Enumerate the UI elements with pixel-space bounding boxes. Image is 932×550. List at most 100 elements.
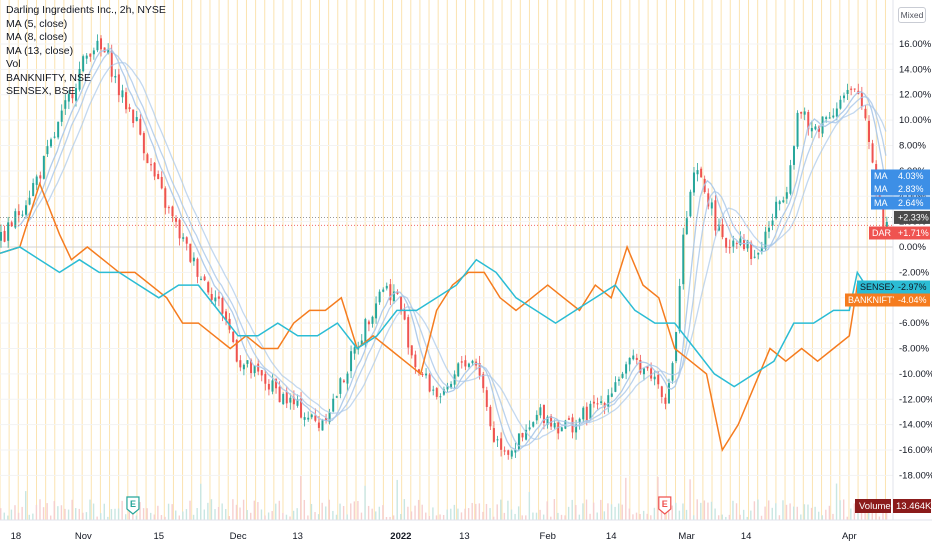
volume-bar xyxy=(217,507,220,520)
volume-bar xyxy=(814,506,816,520)
volume-bar xyxy=(853,503,856,520)
volume-bar xyxy=(414,505,416,520)
y-tick-label: 12.00% xyxy=(899,90,932,101)
candle xyxy=(14,208,17,230)
volume-bar xyxy=(64,508,66,520)
candle-body xyxy=(150,164,153,166)
volume-bar xyxy=(735,503,738,520)
candle xyxy=(350,345,353,379)
candle xyxy=(492,421,495,443)
candle-body xyxy=(592,401,595,404)
legend: Darling Ingredients Inc., 2h, NYSE MA (5… xyxy=(6,4,166,99)
volume-bar xyxy=(253,500,256,520)
earnings-marker-feb[interactable]: E xyxy=(658,496,672,515)
candle-body xyxy=(775,201,778,219)
candle xyxy=(53,132,56,139)
candle xyxy=(264,369,267,391)
volume-bar xyxy=(457,508,459,520)
banknifty-price-tag: BANKNIFTY -4.04% xyxy=(845,293,930,307)
candle xyxy=(146,152,149,164)
banknifty-line xyxy=(0,181,866,452)
candle-body xyxy=(42,156,45,179)
volume-bar xyxy=(885,508,888,520)
candle-body xyxy=(389,284,392,301)
candle xyxy=(17,204,20,223)
volume-bar xyxy=(657,476,659,520)
candle-body xyxy=(785,192,788,199)
candle xyxy=(457,362,460,378)
volume-bar xyxy=(142,508,145,520)
scale-mode-button[interactable]: Mixed xyxy=(898,7,926,23)
x-tick-label: 15 xyxy=(153,531,164,542)
candle xyxy=(700,166,703,178)
volume-bar xyxy=(660,507,663,520)
candle xyxy=(332,393,335,413)
tag-label-bg xyxy=(845,293,895,307)
volume-bar xyxy=(453,504,456,520)
tag-value-bg xyxy=(894,226,930,240)
candle-body xyxy=(457,363,460,377)
candle xyxy=(560,426,563,432)
volume-bar xyxy=(128,505,130,520)
volume-bar xyxy=(628,508,631,520)
candle xyxy=(596,397,599,410)
candle xyxy=(360,334,363,346)
candle xyxy=(117,68,120,103)
tag-label: BANKNIFTY xyxy=(848,295,899,305)
candle-body xyxy=(553,423,556,428)
candle-body xyxy=(246,360,249,364)
candle xyxy=(542,404,545,430)
candle-body xyxy=(7,222,10,241)
volume-bar xyxy=(285,514,288,520)
candle-body xyxy=(157,174,160,180)
volume-bar xyxy=(771,507,773,520)
candle-body xyxy=(575,424,578,433)
candle-body xyxy=(617,379,620,381)
volume-bar xyxy=(439,514,441,520)
earnings-marker-nov[interactable]: E xyxy=(126,496,140,515)
volume-bar xyxy=(167,503,170,520)
volume-bar xyxy=(425,512,427,520)
candle-body xyxy=(67,94,70,102)
candle xyxy=(782,196,785,204)
candle xyxy=(128,103,131,112)
tag-value-bg xyxy=(894,293,930,307)
candle-body xyxy=(385,285,388,289)
candle-body xyxy=(492,428,495,442)
candle xyxy=(167,205,170,214)
candle xyxy=(757,252,760,260)
candle-body xyxy=(214,297,217,302)
volume-bar xyxy=(796,506,798,520)
tag-value-bg xyxy=(894,280,930,294)
volume-bar xyxy=(100,513,102,520)
candle-body xyxy=(125,92,128,110)
candle xyxy=(303,412,306,427)
x-tick-label: Nov xyxy=(75,531,92,542)
candle-body xyxy=(742,239,745,250)
candle-body xyxy=(546,416,549,425)
candle-body xyxy=(342,380,345,383)
candle-body xyxy=(85,55,88,59)
volume-bar xyxy=(82,512,84,520)
candle xyxy=(432,385,435,396)
candle-body xyxy=(217,296,220,299)
candle xyxy=(625,361,628,380)
candle xyxy=(642,367,645,381)
candle-body xyxy=(707,193,710,207)
volume-bar xyxy=(389,516,391,520)
candle xyxy=(667,378,670,404)
tag-label-bg xyxy=(869,226,895,240)
candle-body xyxy=(200,278,203,280)
volume-bar xyxy=(346,514,348,520)
candle-body xyxy=(682,234,685,285)
volume-bar xyxy=(175,510,177,520)
volume-bar xyxy=(760,515,763,520)
candle-body xyxy=(400,296,403,312)
candle xyxy=(232,331,235,344)
volume-bar xyxy=(810,507,813,520)
candle xyxy=(671,361,674,384)
volume-bar xyxy=(71,499,73,520)
candle-body xyxy=(0,231,2,241)
candle xyxy=(325,413,328,424)
